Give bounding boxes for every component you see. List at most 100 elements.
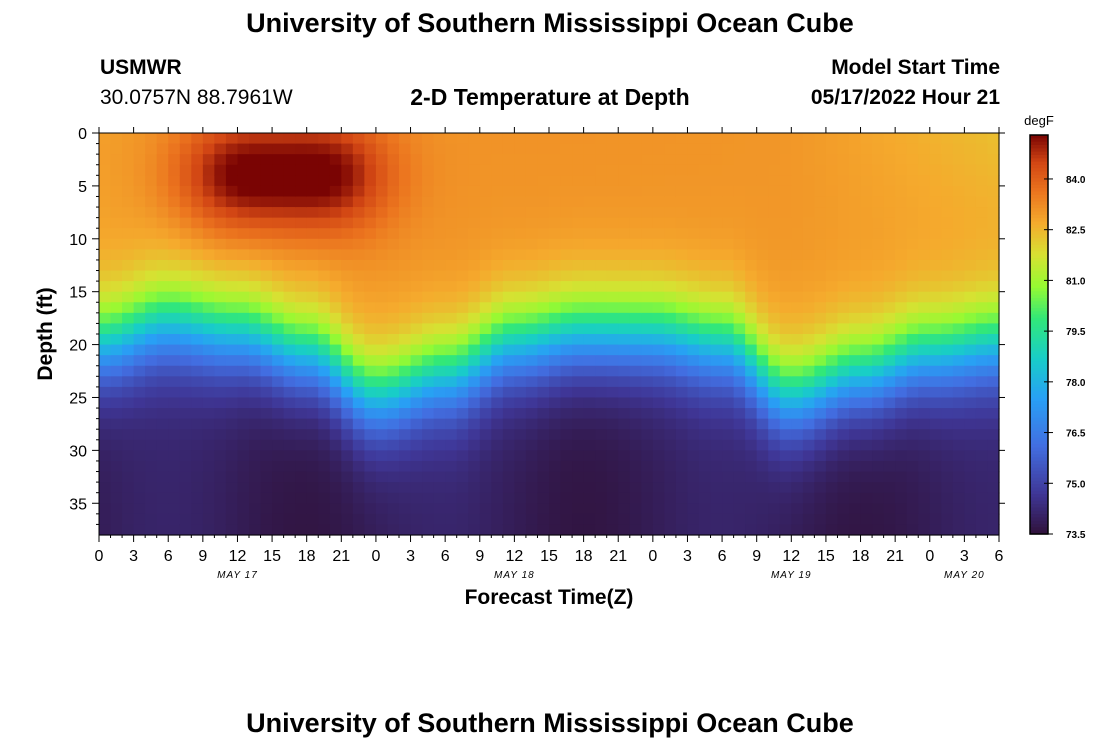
heatmap-cell <box>837 460 850 473</box>
heatmap-cell <box>399 386 412 399</box>
heatmap-cell <box>641 482 654 494</box>
heatmap-cell <box>225 291 239 303</box>
heatmap-cell <box>364 217 377 229</box>
heatmap-cell <box>549 524 562 536</box>
heatmap-cell <box>756 217 769 229</box>
heatmap-cell <box>306 344 319 356</box>
heatmap-cell <box>629 408 642 420</box>
heatmap-cell <box>364 133 377 145</box>
heatmap-cell <box>110 344 123 356</box>
heatmap-cell <box>110 386 123 399</box>
heatmap-cell <box>99 207 112 219</box>
heatmap-cell <box>168 439 181 451</box>
heatmap-cell <box>618 291 631 303</box>
heatmap-cell <box>825 376 839 388</box>
heatmap-cell <box>283 312 296 325</box>
heatmap-cell <box>745 249 758 261</box>
heatmap-cell <box>941 238 954 250</box>
heatmap-cell <box>837 323 850 335</box>
heatmap-cell <box>733 408 746 420</box>
heatmap-cell <box>952 460 965 473</box>
heatmap-cell <box>906 355 919 367</box>
heatmap-cell <box>283 397 296 409</box>
heatmap-cell <box>341 185 354 198</box>
heatmap-cell <box>479 524 492 536</box>
heatmap-cell <box>722 196 735 208</box>
heatmap-cell <box>445 397 458 409</box>
heatmap-cell <box>583 450 596 462</box>
heatmap-cell <box>387 524 400 536</box>
heatmap-cell <box>802 524 815 536</box>
heatmap-cell <box>687 185 700 198</box>
heatmap-cell <box>179 471 192 483</box>
heatmap-cell <box>941 281 954 293</box>
heatmap-cell <box>364 503 377 515</box>
heatmap-cell <box>445 133 458 145</box>
heatmap-cell <box>560 334 573 346</box>
heatmap-cell <box>133 281 146 293</box>
heatmap-cell <box>825 133 839 145</box>
heatmap-cell <box>468 408 481 420</box>
heatmap-cell <box>318 408 331 420</box>
heatmap-cell <box>341 133 354 145</box>
heatmap-cell <box>329 302 342 314</box>
heatmap-cell <box>179 302 192 314</box>
heatmap-cell <box>306 164 319 176</box>
heatmap-cell <box>745 492 758 504</box>
heatmap-cell <box>906 302 919 314</box>
heatmap-cell <box>156 228 169 240</box>
heatmap-cell <box>456 270 469 282</box>
heatmap-cell <box>110 143 123 155</box>
heatmap-cell <box>975 207 989 219</box>
heatmap-cell <box>883 228 896 240</box>
heatmap-cell <box>156 259 169 272</box>
heatmap-cell <box>849 471 862 483</box>
heatmap-cell <box>710 196 723 208</box>
heatmap-cell <box>145 386 158 399</box>
heatmap-cell <box>941 217 954 229</box>
heatmap-cell <box>364 460 377 473</box>
heatmap-cell <box>168 482 181 494</box>
heatmap-cell <box>283 460 296 473</box>
heatmap-cell <box>537 344 550 356</box>
heatmap-cell <box>699 291 712 303</box>
heatmap-cell <box>410 334 423 346</box>
heatmap-cell <box>837 450 850 462</box>
heatmap-cell <box>779 175 792 187</box>
heatmap-cell <box>941 259 954 272</box>
heatmap-cell <box>306 281 319 293</box>
heatmap-cell <box>295 355 308 367</box>
heatmap-cell <box>399 143 412 155</box>
heatmap-cell <box>941 471 954 483</box>
heatmap-cell <box>745 344 758 356</box>
heatmap-cell <box>387 344 400 356</box>
heatmap-cell <box>906 513 919 526</box>
heatmap-cell <box>525 196 539 208</box>
heatmap-cell <box>814 249 827 261</box>
heatmap-cell <box>583 281 596 293</box>
heatmap-cell <box>629 513 642 526</box>
heatmap-cell <box>745 259 758 272</box>
heatmap-cell <box>537 291 550 303</box>
colorbar-segment <box>1030 234 1048 239</box>
heatmap-cell <box>964 513 977 526</box>
heatmap-cell <box>618 323 631 335</box>
heatmap-cell <box>306 460 319 473</box>
heatmap-cell <box>168 291 181 303</box>
heatmap-cell <box>837 513 850 526</box>
heatmap-cell <box>987 175 1000 187</box>
heatmap-cell <box>537 217 550 229</box>
heatmap-cell <box>214 312 227 325</box>
heatmap-cell <box>145 238 158 250</box>
heatmap-cell <box>318 365 331 377</box>
heatmap-cell <box>987 291 1000 303</box>
heatmap-cell <box>722 143 735 155</box>
heatmap-cell <box>283 238 296 250</box>
heatmap-cell <box>329 386 342 399</box>
heatmap-cell <box>283 228 296 240</box>
heatmap-cell <box>572 228 585 240</box>
heatmap-cell <box>445 450 458 462</box>
heatmap-cell <box>756 270 769 282</box>
heatmap-cell <box>675 143 689 155</box>
heatmap-cell <box>733 450 746 462</box>
